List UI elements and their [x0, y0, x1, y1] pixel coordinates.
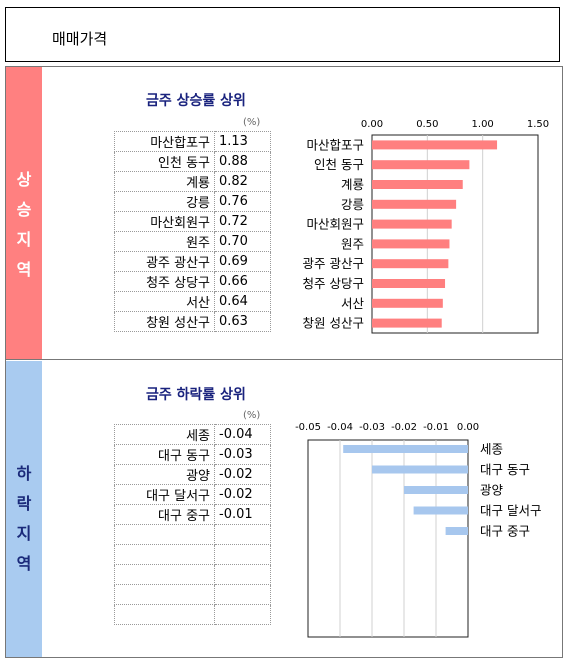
side-char: 승 [16, 200, 32, 219]
side-char: 역 [16, 260, 32, 279]
rising-category-label: 창원 성산구 [303, 316, 364, 331]
table-row: 대구 중구 -0.01 [114, 504, 271, 525]
falling-bar [372, 465, 468, 474]
rising-category-label: 강릉 [341, 197, 364, 212]
change-value-cell: 1.13 [214, 131, 271, 152]
rising-bar [372, 318, 442, 328]
rising-category-label: 인천 동구 [314, 157, 364, 172]
report-frame [5, 66, 563, 658]
falling-tick-label: -0.03 [359, 422, 385, 433]
rising-tick-label: 0.50 [416, 119, 438, 130]
falling-bar [404, 486, 468, 494]
rising-tick-label: 1.50 [527, 119, 549, 130]
rising-category-label: 광주 광산구 [303, 256, 364, 271]
section-divider [5, 359, 563, 360]
header-box: 매매가격 [5, 7, 560, 62]
table-row: 창원 성산구 0.63 [114, 311, 271, 332]
table-row: 원주 0.70 [114, 231, 271, 252]
falling-bar [413, 506, 468, 515]
falling-tick-label: -0.05 [295, 422, 321, 433]
table-row [114, 564, 271, 585]
falling-bar [445, 527, 468, 535]
rising-category-label: 청주 상당구 [303, 276, 364, 291]
falling-tick-label: -0.02 [391, 422, 417, 433]
falling-table: 세종 -0.04 대구 동구 -0.03 광양 -0.02 대구 달서구 -0.02 대구 중구… [114, 424, 271, 625]
rising-bar [372, 219, 452, 229]
table-row [114, 524, 271, 545]
rising-bar [372, 298, 443, 308]
rising-tick-label: 1.00 [472, 119, 494, 130]
falling-category-label: 세종 [480, 442, 503, 457]
region-name-cell: 창원 성산구 [114, 311, 215, 332]
rising-category-label: 원주 [341, 236, 364, 251]
falling-tick-label: 0.00 [457, 422, 479, 433]
rising-unit-label: (%) [243, 117, 261, 128]
falling-category-label: 광양 [480, 483, 504, 498]
table-row: 강릉 0.76 [114, 191, 271, 212]
rising-category-label: 서산 [341, 296, 365, 311]
page-title: 매매가격 [52, 30, 108, 48]
side-char: 역 [16, 554, 32, 573]
change-value-cell: 0.72 [214, 211, 271, 232]
side-char: 하 [16, 464, 32, 483]
rising-tick-label: 0.00 [361, 119, 383, 130]
rising-bar [372, 259, 449, 269]
rising-bar [372, 239, 450, 249]
rising-table: 마산합포구 1.13 인천 동구 0.88 계룡 0.82 강릉 0.76 마산회원구 0.72 원… [114, 131, 271, 332]
falling-section-title: 금주 하락률 상위 [146, 387, 246, 403]
region-name-cell: 세종 [114, 424, 215, 445]
change-value-cell: -0.02 [214, 484, 271, 505]
side-char: 락 [16, 494, 32, 513]
table-row: 마산합포구 1.13 [114, 131, 271, 152]
falling-region-label: 하 락 지 역 [6, 361, 42, 657]
falling-tick-label: -0.01 [423, 422, 449, 433]
falling-tick-label: -0.04 [327, 422, 353, 433]
rising-bar [372, 180, 463, 189]
falling-unit-label: (%) [243, 410, 261, 421]
rising-category-label: 마산회원구 [306, 217, 364, 232]
side-char: 지 [16, 524, 32, 543]
table-row: 계룡 0.82 [114, 171, 271, 192]
change-value-cell: 0.82 [214, 171, 271, 192]
table-row: 대구 달서구 -0.02 [114, 484, 271, 505]
change-value-cell: 0.63 [214, 311, 271, 332]
table-row: 서산 0.64 [114, 291, 271, 312]
change-value-cell: -0.03 [214, 444, 271, 465]
change-value-cell: -0.01 [214, 504, 271, 525]
rising-bar [372, 199, 457, 209]
rising-bar [372, 160, 470, 170]
falling-category-label: 대구 동구 [480, 462, 530, 477]
falling-bar [343, 445, 468, 453]
region-name-cell: 대구 달서구 [114, 484, 215, 505]
region-name-cell: 인천 동구 [114, 151, 215, 172]
change-value-cell: -0.02 [214, 464, 271, 485]
table-row [114, 604, 271, 625]
falling-category-label: 대구 중구 [480, 524, 530, 539]
side-char: 지 [16, 230, 32, 249]
change-value-cell [214, 604, 271, 625]
rising-bar [372, 140, 498, 150]
rising-category-label: 마산합포구 [306, 137, 364, 152]
rising-bar [372, 279, 446, 288]
side-char: 상 [16, 170, 32, 189]
region-name-cell: 대구 중구 [114, 504, 215, 525]
rising-category-label: 계룡 [341, 177, 364, 192]
rising-section-title: 금주 상승률 상위 [146, 93, 246, 109]
region-name-cell: 원주 [114, 231, 215, 252]
change-value-cell: 0.66 [214, 271, 271, 292]
rising-region-label: 상 승 지 역 [6, 67, 42, 359]
falling-category-label: 대구 달서구 [480, 503, 541, 518]
table-row: 청주 상당구 0.66 [114, 271, 271, 292]
